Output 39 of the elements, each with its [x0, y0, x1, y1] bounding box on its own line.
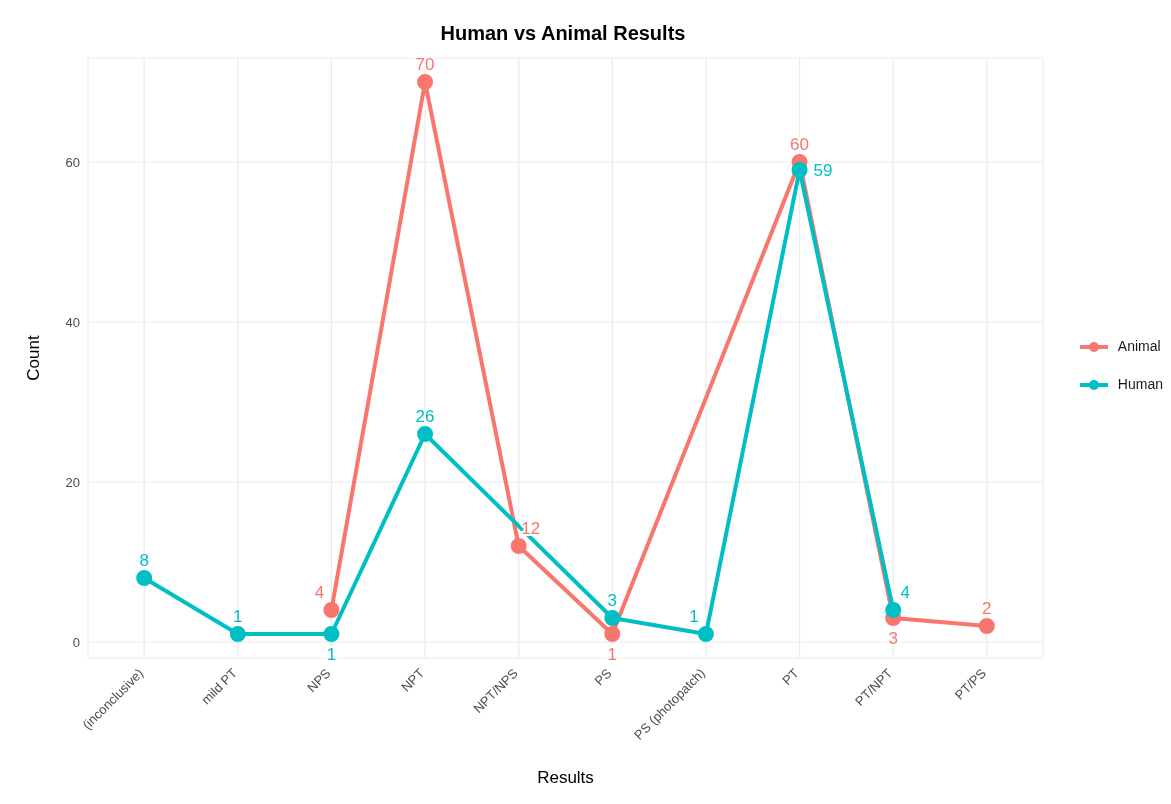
- y-tick-label: 0: [72, 634, 80, 650]
- point: [604, 610, 621, 626]
- y-tick-label: 60: [65, 154, 80, 170]
- point: [978, 618, 995, 634]
- legend-label: Human: [1117, 376, 1163, 392]
- point: [604, 626, 621, 642]
- y-tick-label: 20: [65, 474, 80, 490]
- point: [885, 602, 902, 618]
- data-label: 59: [813, 161, 833, 180]
- x-tick-label: PS: [591, 665, 615, 689]
- x-tick-label: PT: [779, 665, 802, 688]
- y-axis-title: Count: [24, 335, 44, 381]
- data-label: 4: [900, 583, 910, 602]
- point: [791, 162, 808, 178]
- point: [323, 626, 340, 642]
- point: [229, 626, 246, 642]
- y-tick-label: 40: [65, 314, 80, 330]
- data-label: 1: [326, 645, 337, 664]
- point: [417, 426, 434, 442]
- legend-label: Animal: [1117, 338, 1161, 354]
- data-label: 2: [982, 599, 992, 618]
- point: [323, 602, 340, 618]
- chart-title: Human vs Animal Results: [439, 22, 687, 45]
- data-label: 8: [139, 551, 149, 570]
- point: [510, 538, 527, 554]
- data-label: 1: [689, 607, 699, 626]
- data-label: 1: [607, 645, 618, 664]
- data-label: 70: [415, 55, 435, 74]
- data-label: 4: [314, 583, 325, 602]
- data-label: 26: [415, 407, 435, 426]
- data-label: 3: [888, 629, 898, 648]
- data-label: 1: [233, 607, 243, 626]
- point: [136, 570, 153, 586]
- point: [417, 74, 434, 90]
- data-label: 12: [521, 519, 541, 538]
- x-axis-title: Results: [537, 768, 594, 787]
- data-label: 60: [790, 135, 810, 154]
- data-label: 3: [607, 591, 618, 610]
- point: [697, 626, 714, 642]
